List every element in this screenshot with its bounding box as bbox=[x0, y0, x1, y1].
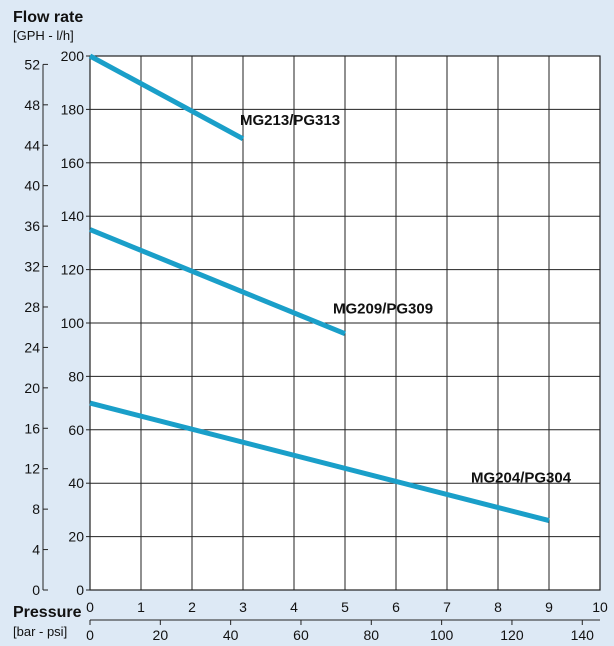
gph-tick-label: 48 bbox=[24, 97, 40, 113]
gph-tick-label: 36 bbox=[24, 218, 40, 234]
chart-subtitle: [GPH - l/h] bbox=[13, 28, 74, 43]
lh-tick-label: 160 bbox=[61, 155, 85, 171]
lh-tick-label: 60 bbox=[68, 422, 84, 438]
gph-tick-label: 12 bbox=[24, 461, 40, 477]
gph-tick-label: 8 bbox=[32, 501, 40, 517]
bar-tick-label: 2 bbox=[188, 599, 196, 615]
gph-tick-label: 40 bbox=[24, 178, 40, 194]
series-line-mg204-pg304 bbox=[89, 400, 550, 524]
psi-tick-label: 0 bbox=[86, 627, 94, 643]
psi-tick-label: 20 bbox=[153, 627, 169, 643]
gph-tick-label: 44 bbox=[24, 137, 40, 153]
bar-tick-label: 5 bbox=[341, 599, 349, 615]
lh-tick-label: 120 bbox=[61, 262, 85, 278]
lh-tick-label: 180 bbox=[61, 101, 85, 117]
series-label: MG213/PG313 bbox=[240, 112, 340, 129]
psi-tick-label: 40 bbox=[223, 627, 239, 643]
bar-tick-label: 10 bbox=[592, 599, 608, 615]
bar-tick-label: 0 bbox=[86, 599, 94, 615]
gph-tick-label: 16 bbox=[24, 420, 40, 436]
lh-tick-label: 80 bbox=[68, 368, 84, 384]
axes: 0481216202428323640444852020406080100120… bbox=[24, 48, 608, 643]
bar-tick-label: 1 bbox=[137, 599, 145, 615]
psi-tick-label: 120 bbox=[500, 627, 524, 643]
lh-tick-label: 20 bbox=[68, 529, 84, 545]
gph-tick-label: 28 bbox=[24, 299, 40, 315]
lh-tick-label: 140 bbox=[61, 208, 85, 224]
gph-tick-label: 20 bbox=[24, 380, 40, 396]
gph-tick-label: 24 bbox=[24, 339, 40, 355]
chart-title: Flow rate bbox=[13, 9, 83, 26]
x-axis-units: [bar - psi] bbox=[13, 624, 67, 639]
gph-tick-label: 0 bbox=[32, 582, 40, 598]
grid-lines bbox=[89, 55, 601, 591]
gph-tick-label: 32 bbox=[24, 259, 40, 275]
lh-tick-label: 100 bbox=[61, 315, 85, 331]
bar-tick-label: 7 bbox=[443, 599, 451, 615]
psi-tick-label: 80 bbox=[364, 627, 380, 643]
psi-tick-label: 60 bbox=[293, 627, 309, 643]
gph-tick-label: 52 bbox=[24, 56, 40, 72]
series-lines bbox=[88, 53, 550, 524]
lh-tick-label: 40 bbox=[68, 475, 84, 491]
x-axis-label: Pressure bbox=[13, 604, 82, 621]
series-label: MG209/PG309 bbox=[333, 301, 433, 318]
psi-tick-label: 100 bbox=[430, 627, 454, 643]
chart-labels: MG213/PG313 MG209/PG309 MG204/PG304 Flow ra… bbox=[13, 9, 572, 639]
lh-tick-label: 0 bbox=[76, 582, 84, 598]
lh-tick-label: 200 bbox=[61, 48, 85, 64]
bar-tick-label: 9 bbox=[545, 599, 553, 615]
psi-tick-label: 140 bbox=[571, 627, 595, 643]
bar-tick-label: 4 bbox=[290, 599, 298, 615]
bar-tick-label: 3 bbox=[239, 599, 247, 615]
series-line-mg209-pg309 bbox=[89, 227, 346, 336]
series-label: MG204/PG304 bbox=[471, 470, 572, 487]
series-line-mg213-pg313 bbox=[88, 53, 245, 141]
bar-tick-label: 6 bbox=[392, 599, 400, 615]
bar-tick-label: 8 bbox=[494, 599, 502, 615]
gph-tick-label: 4 bbox=[32, 542, 40, 558]
